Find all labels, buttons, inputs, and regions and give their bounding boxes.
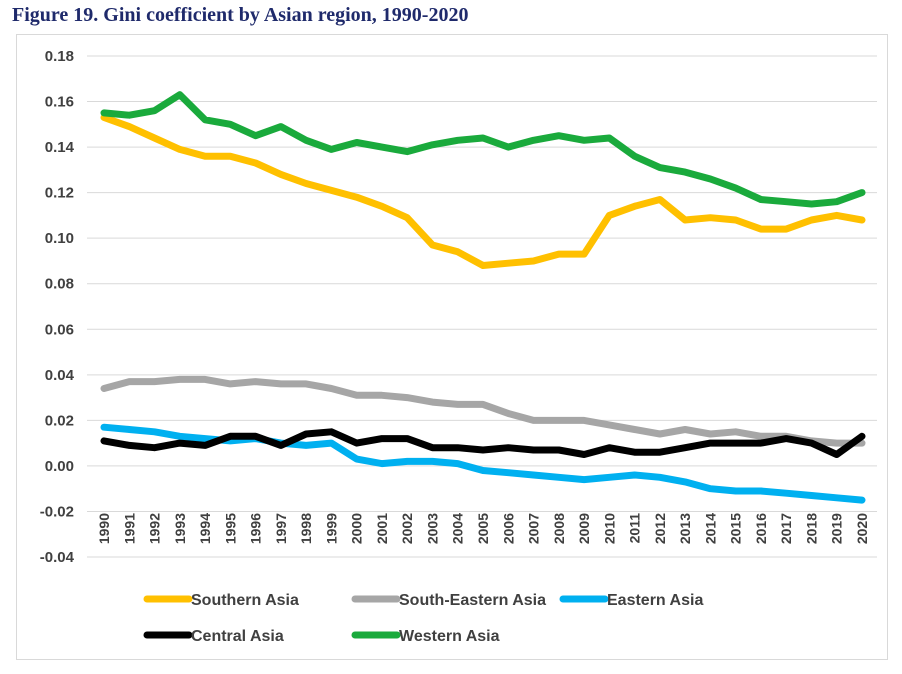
gridlines: [87, 55, 877, 558]
legend-label-southern-asia: Southern Asia: [191, 592, 299, 609]
series-lines: [100, 91, 866, 504]
x-tick-label: 2005: [475, 513, 491, 544]
y-tick-label: 0.08: [45, 276, 74, 293]
x-tick-label: 1998: [298, 513, 314, 544]
x-tick-label: 2017: [778, 513, 794, 544]
series-line-eastern-asia: [100, 423, 866, 504]
x-tick-label: 2001: [374, 513, 390, 544]
legend-label-south-eastern-asia: South-Eastern Asia: [399, 592, 546, 609]
legend-label-eastern-asia: Eastern Asia: [607, 592, 703, 609]
x-tick-label: 2012: [652, 513, 668, 544]
x-tick-label: 2002: [399, 513, 415, 544]
y-tick-label: 0.14: [45, 139, 75, 156]
x-tick-label: 1996: [248, 513, 264, 544]
y-tick-label: 0.10: [45, 230, 74, 247]
x-tick-label: 2015: [728, 513, 744, 544]
x-tick-label: 2003: [424, 513, 440, 544]
x-tick-label: 2009: [576, 513, 592, 544]
x-tick-label: 1993: [172, 513, 188, 544]
chart-area: 0.18 0.16 0.14 0.12 0.10 0.08 0.06 0.04 0.02 0.00…: [16, 34, 888, 660]
x-tick-label: 2010: [601, 513, 617, 544]
legend-label-western-asia: Western Asia: [399, 628, 500, 645]
x-tick-label: 2014: [702, 513, 718, 544]
legend-label-central-asia: Central Asia: [191, 628, 284, 645]
x-tick-label: 2011: [627, 513, 643, 544]
y-tick-label: 0.04: [45, 367, 75, 384]
y-tick-label: 0.00: [45, 458, 74, 475]
x-tick-label: 2016: [753, 513, 769, 544]
x-tick-label: 2000: [349, 513, 365, 544]
y-tick-label: 0.12: [45, 185, 74, 202]
y-axis: 0.18 0.16 0.14 0.12 0.10 0.08 0.06 0.04 0.02 0.00…: [40, 48, 75, 566]
y-tick-label: -0.02: [40, 503, 74, 520]
x-axis: 1990 1991 1992 1993 1994 1995 1996 1997 1998 1999…: [96, 513, 870, 544]
x-tick-label: 2006: [500, 513, 516, 544]
legend: Southern Asia South-Eastern Asia Eastern A…: [143, 592, 703, 645]
x-tick-label: 1997: [273, 513, 289, 544]
x-tick-label: 2008: [551, 513, 567, 544]
y-tick-label: 0.06: [45, 321, 74, 338]
x-tick-label: 2007: [526, 513, 542, 544]
x-tick-label: 1994: [197, 513, 213, 544]
series-line-central-asia: [100, 428, 866, 458]
y-tick-label: 0.16: [45, 94, 74, 111]
y-tick-label: 0.18: [45, 48, 74, 65]
series-line-south-eastern-asia: [100, 375, 866, 447]
x-tick-label: 2018: [803, 513, 819, 544]
x-tick-label: 2013: [677, 513, 693, 544]
x-tick-label: 2019: [829, 513, 845, 544]
series-line-southern-asia: [100, 114, 866, 269]
y-tick-label: 0.02: [45, 412, 74, 429]
figure-title: Figure 19. Gini coefficient by Asian reg…: [12, 4, 469, 26]
x-tick-label: 1992: [147, 513, 163, 544]
x-tick-label: 1991: [121, 513, 137, 544]
x-tick-label: 1990: [96, 513, 112, 544]
y-tick-label: -0.04: [40, 549, 75, 566]
x-tick-label: 2020: [854, 513, 870, 544]
series-line-western-asia: [100, 91, 866, 208]
x-tick-label: 1995: [222, 513, 238, 544]
x-tick-label: 1999: [323, 513, 339, 544]
x-tick-label: 2004: [450, 513, 466, 544]
line-chart: 0.18 0.16 0.14 0.12 0.10 0.08 0.06 0.04 0.02 0.00…: [40, 48, 877, 645]
